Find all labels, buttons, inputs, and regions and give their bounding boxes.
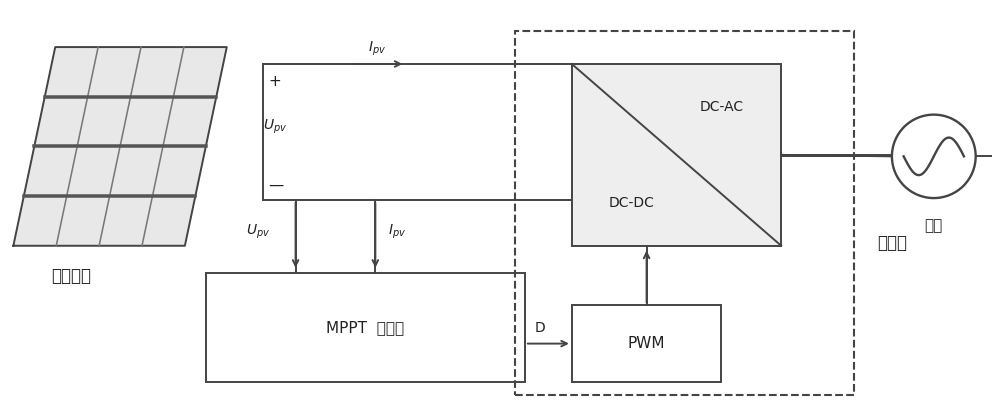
- Bar: [206, 273, 525, 382]
- Text: $I_{pv}$: $I_{pv}$: [368, 40, 387, 58]
- Text: 逆变器: 逆变器: [877, 234, 907, 252]
- Bar: [515, 31, 854, 395]
- Text: MPPT  控制器: MPPT 控制器: [326, 320, 404, 335]
- Text: $U_{pv}$: $U_{pv}$: [246, 222, 270, 240]
- Text: —: —: [269, 178, 284, 193]
- Text: +: +: [269, 74, 281, 89]
- Text: $I_{pv}$: $I_{pv}$: [388, 222, 406, 240]
- Text: DC-DC: DC-DC: [609, 196, 655, 209]
- Text: 光伏阵列: 光伏阵列: [51, 267, 91, 285]
- Text: DC-AC: DC-AC: [699, 100, 743, 114]
- Text: D: D: [535, 321, 546, 335]
- Bar: [572, 64, 781, 246]
- Bar: [572, 306, 721, 382]
- Text: PWM: PWM: [628, 336, 665, 351]
- Text: $U_{pv}$: $U_{pv}$: [263, 118, 287, 136]
- Text: 电网: 电网: [925, 218, 943, 233]
- Polygon shape: [13, 47, 227, 246]
